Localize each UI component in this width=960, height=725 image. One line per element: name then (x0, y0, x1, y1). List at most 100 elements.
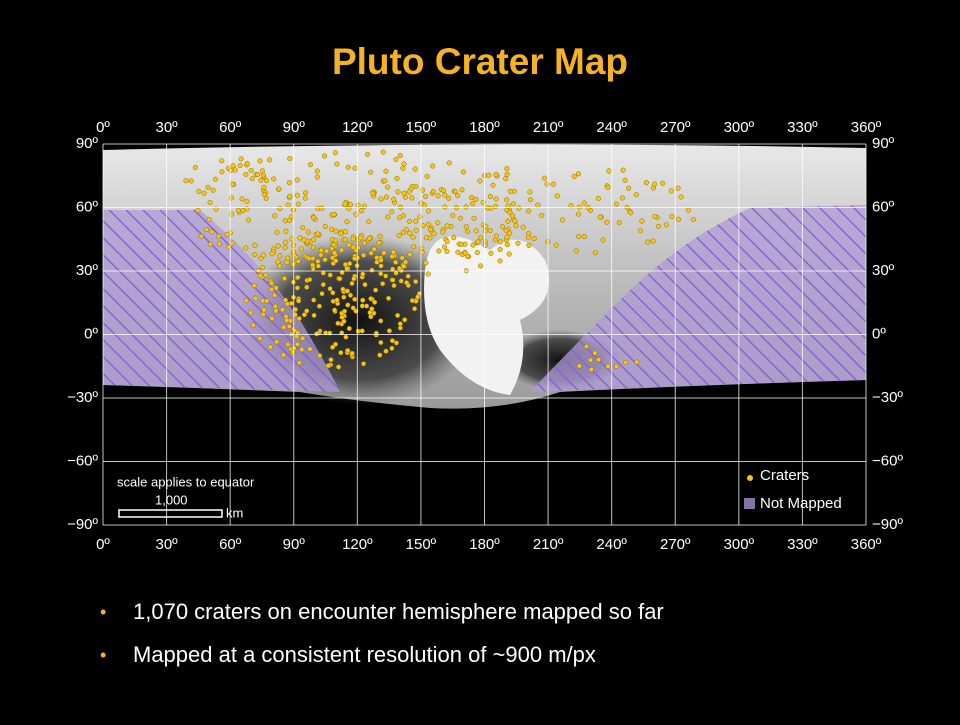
crater-dot (287, 193, 293, 199)
x-tick-label: 0º (96, 119, 110, 136)
y-tick-label: −60º (67, 452, 98, 469)
bullets: • 1,070 craters on encounter hemisphere … (100, 599, 664, 667)
crater-dot (526, 242, 532, 248)
crater-dot (228, 167, 234, 174)
crater-dot (605, 363, 611, 369)
crater-dot (327, 286, 333, 292)
bright-plain (424, 236, 550, 395)
crater-dot (359, 303, 365, 309)
crater-dot (232, 167, 238, 173)
crater-dot (504, 242, 510, 248)
crater-dot (397, 215, 403, 221)
crater-dot (350, 305, 356, 311)
x-tick-label: 30º (155, 536, 178, 553)
x-tick-label: 60º (219, 536, 242, 553)
crater-dot (493, 203, 499, 210)
crater-dot (497, 246, 503, 253)
crater-dot (497, 258, 503, 264)
title: Pluto Crater Map (332, 41, 628, 82)
crater-dot (294, 192, 300, 198)
crater-dot (210, 187, 216, 193)
crater-dot (322, 257, 328, 263)
crater-dot (201, 190, 207, 196)
crater-dot (487, 227, 493, 234)
crater-dot (263, 195, 269, 201)
crater-dot (284, 317, 290, 323)
crater-dot (613, 363, 619, 369)
crater-dot (396, 265, 402, 271)
crater-dot (339, 310, 345, 316)
crater-dot (406, 218, 412, 224)
crater-dot (455, 249, 461, 255)
crater-dot (259, 168, 265, 174)
crater-dot (345, 302, 351, 308)
crater-dot (504, 171, 510, 177)
crater-dot (452, 188, 458, 194)
crater-dot (311, 312, 317, 318)
crater-dot (315, 263, 321, 269)
legend-not-mapped-symbol (744, 498, 755, 509)
crater-dot (622, 177, 628, 183)
crater-dot (571, 173, 577, 180)
crater-dot (323, 248, 330, 254)
x-tick-label: 330º (787, 536, 818, 553)
bullet-text: 1,070 craters on encounter hemisphere ma… (133, 599, 664, 624)
crater-dot (310, 244, 316, 250)
crater-dot (272, 292, 278, 298)
crater-dot (474, 249, 480, 256)
crater-dot (595, 195, 601, 201)
crater-dot (398, 278, 404, 284)
crater-dot (294, 341, 301, 347)
crater-dot (310, 262, 316, 268)
crater-dot (238, 156, 244, 162)
crater-dot (554, 193, 560, 199)
crater-dot (277, 206, 283, 212)
crater-dot (504, 166, 510, 172)
crater-dot (331, 211, 337, 217)
crater-dot (389, 345, 395, 351)
crater-dot (248, 310, 254, 316)
crater-dot (358, 208, 364, 214)
x-tick-label: 90º (283, 119, 306, 136)
crater-dot (450, 212, 456, 218)
crater-dot (192, 164, 198, 171)
crater-dot (374, 259, 380, 265)
crater-dot (301, 237, 307, 243)
crater-dot (377, 352, 383, 358)
crater-dot (587, 357, 594, 363)
crater-dot (349, 280, 355, 286)
crater-dot (425, 271, 431, 277)
crater-dot (486, 172, 492, 178)
crater-dot (581, 233, 587, 240)
crater-dot (183, 178, 189, 184)
crater-dot (343, 334, 349, 340)
crater-dot (395, 189, 401, 195)
crater-dot (285, 255, 291, 261)
crater-dot (261, 184, 267, 190)
crater-dot (344, 288, 350, 294)
crater-dot (282, 297, 289, 303)
crater-dot (305, 229, 311, 235)
crater-dot (559, 217, 566, 223)
crater-dot (383, 194, 390, 200)
crater-dot (366, 218, 372, 224)
crater-dot (259, 264, 266, 271)
crater-dot (329, 226, 335, 232)
crater-dot (568, 203, 574, 209)
crater-dot (645, 239, 651, 245)
crater-dot (303, 190, 309, 196)
crater-dot (216, 233, 222, 239)
crater-dot (425, 221, 432, 227)
y-tick-label: −30º (872, 389, 903, 406)
crater-dot (361, 252, 367, 258)
crater-dot (338, 231, 344, 237)
crater-dot (395, 312, 401, 318)
crater-dot (321, 153, 328, 159)
crater-dot (442, 204, 448, 210)
crater-dot (294, 177, 300, 183)
crater-dot (188, 178, 194, 184)
crater-dot (311, 237, 317, 243)
crater-dot (394, 175, 400, 182)
crater-dot (506, 251, 512, 257)
crater-dot (613, 201, 620, 207)
